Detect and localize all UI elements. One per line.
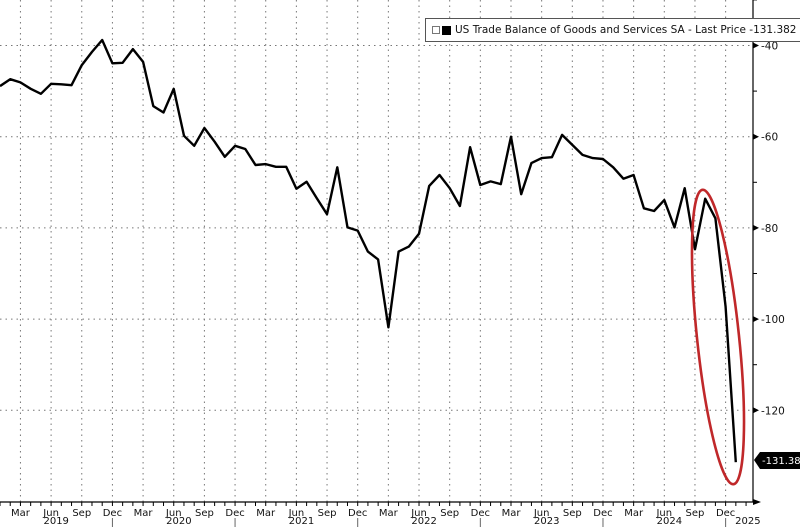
y-tick-label: -60: [761, 132, 778, 144]
x-month-label: Mar: [379, 508, 399, 519]
y-tick-label: -80: [761, 223, 778, 235]
legend-label: US Trade Balance of Goods and Services S…: [455, 24, 797, 36]
x-month-label: Sep: [440, 508, 459, 519]
x-month-label: Jun: [410, 508, 427, 519]
x-month-label: Dec: [225, 508, 244, 519]
legend-toggle-icon[interactable]: [432, 26, 440, 34]
x-year-label: 2019: [43, 516, 68, 527]
last-value-label: -131.382: [754, 452, 800, 469]
x-month-label: Jun: [42, 508, 59, 519]
x-month-label: Dec: [593, 508, 612, 519]
x-month-label: Sep: [195, 508, 214, 519]
y-tick: [753, 42, 759, 49]
y-tick-label: -120: [761, 405, 785, 417]
y-tick: [753, 224, 759, 231]
x-year-label: 2022: [411, 516, 436, 527]
x-month-label: Mar: [134, 508, 154, 519]
x-month-label: Mar: [11, 508, 31, 519]
x-year-label: 2024: [657, 516, 682, 527]
x-axis-arrow: [753, 499, 761, 505]
x-month-label: Mar: [256, 508, 276, 519]
x-month-label: Jun: [165, 508, 182, 519]
legend-swatch: [442, 25, 451, 35]
y-tick: [753, 407, 759, 414]
x-year-label: 2020: [166, 516, 191, 527]
legend: US Trade Balance of Goods and Services S…: [425, 18, 800, 42]
x-month-label: Dec: [103, 508, 122, 519]
x-year-label: 2023: [534, 516, 559, 527]
x-month-label: Dec: [716, 508, 735, 519]
y-tick-label: -40: [761, 41, 778, 53]
y-tick: [753, 316, 759, 323]
last-value-text: -131.382: [762, 456, 800, 467]
x-month-label: Mar: [624, 508, 644, 519]
last-value-badge: [754, 452, 800, 469]
x-month-label: Sep: [318, 508, 337, 519]
series-line: [0, 38, 737, 463]
grid: [0, 0, 753, 502]
x-month-label: Jun: [288, 508, 305, 519]
x-month-label: Dec: [471, 508, 490, 519]
x-month-label: Dec: [348, 508, 367, 519]
y-tick-label: -100: [761, 314, 785, 326]
x-month-label: Sep: [72, 508, 91, 519]
x-year-label: 2021: [289, 516, 314, 527]
x-year-label: 2025: [735, 516, 760, 527]
x-month-label: Sep: [563, 508, 582, 519]
y-tick: [753, 133, 759, 140]
x-month-label: Jun: [655, 508, 672, 519]
highlight-ellipse: [690, 188, 746, 486]
x-month-label: Mar: [502, 508, 522, 519]
x-month-label: Jun: [533, 508, 550, 519]
x-month-label: Sep: [686, 508, 705, 519]
